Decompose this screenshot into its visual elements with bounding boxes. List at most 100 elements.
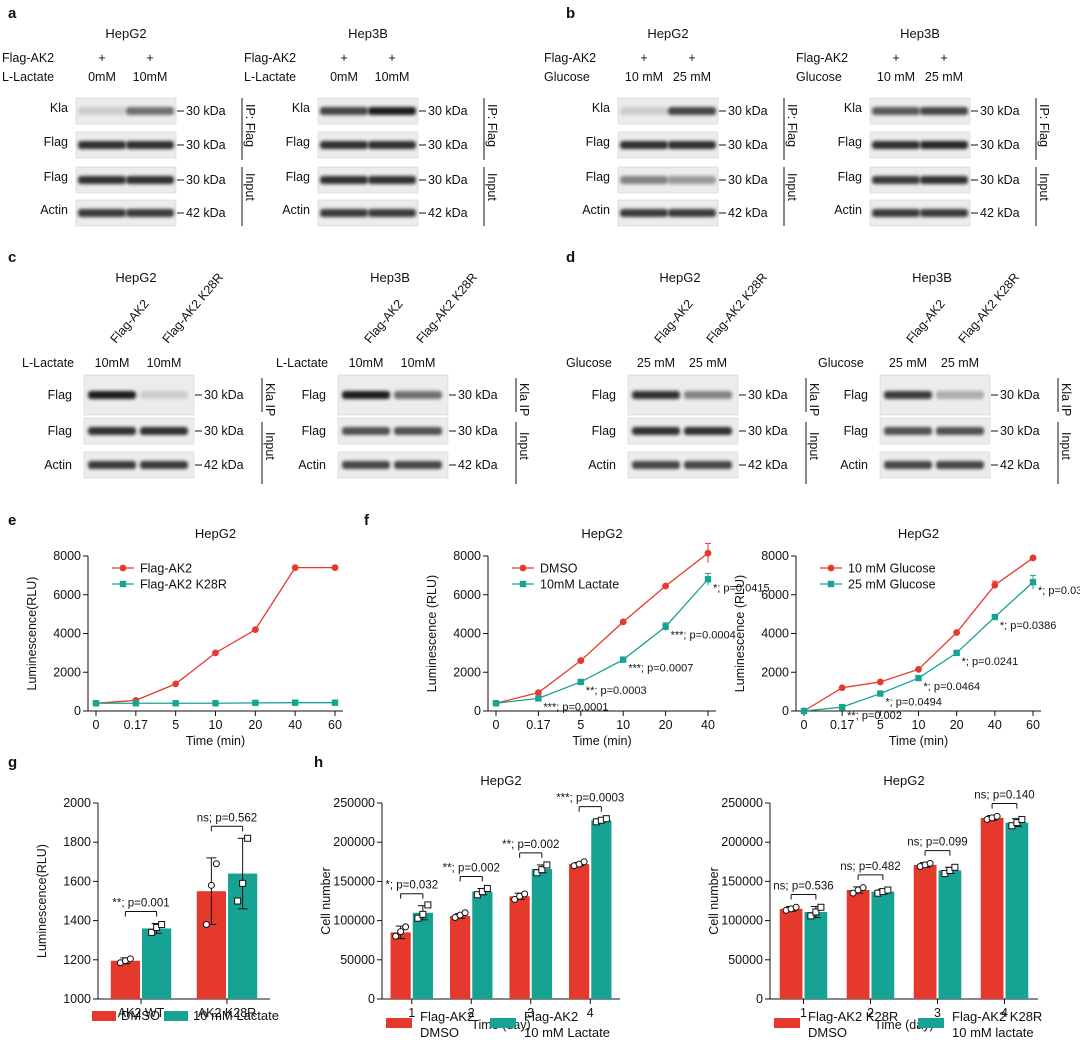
- cell-line-title: HepG2: [115, 270, 156, 285]
- blot-flag: [317, 166, 419, 194]
- series-line: [495, 578, 709, 704]
- y-tick-label: 50000: [728, 953, 763, 967]
- data-point: [991, 613, 999, 621]
- replicate-point: [392, 932, 400, 940]
- x-tick-label: 0: [493, 718, 500, 732]
- blot-row-label: Actin: [840, 458, 868, 472]
- blot-row-label: Flag: [838, 135, 862, 149]
- bar: [412, 912, 433, 999]
- blot-actin: [627, 451, 739, 479]
- legend-label: DMSO: [808, 1025, 847, 1040]
- data-point: [620, 656, 627, 663]
- legend-label: 25 mM Glucose: [848, 578, 936, 592]
- header-value: +: [892, 51, 899, 65]
- y-axis-label: Luminescence (RLU): [733, 575, 747, 692]
- kda-label: 30 kDa: [428, 173, 468, 187]
- blot-panel-d-Hep3B: Hep3B Flag-AK2 Flag-AK2 K28R Glucose 25 mM 25…: [818, 270, 1073, 484]
- lane-label: Flag-AK2: [362, 297, 406, 346]
- y-tick-label: 50000: [340, 953, 375, 967]
- significance-annotation: **; p=0.002: [847, 710, 902, 722]
- x-tick-label: 20: [950, 718, 964, 732]
- header-value: 0mM: [88, 70, 116, 84]
- blot-band: [684, 427, 732, 435]
- cell-line-title: Hep3B: [900, 26, 940, 41]
- legend-label: 10 mM lactate: [952, 1025, 1034, 1040]
- blot-band: [872, 141, 920, 149]
- y-tick-label: 250000: [721, 796, 763, 810]
- kda-label: 30 kDa: [428, 138, 468, 152]
- replicate-point: [602, 815, 610, 823]
- data-point: [577, 657, 585, 665]
- bracket-label: Input: [517, 432, 531, 460]
- bar: [142, 928, 172, 999]
- blot-flag: [879, 374, 991, 416]
- y-axis-label: Luminescence(RLU): [35, 844, 49, 958]
- panel-letter-h: h: [314, 754, 323, 771]
- bar: [569, 864, 590, 999]
- y-tick-label: 8000: [53, 549, 81, 563]
- y-tick-label: 6000: [453, 588, 481, 602]
- blot-band: [920, 141, 968, 149]
- x-tick-label: 3: [934, 1006, 941, 1020]
- y-tick-label: 4000: [53, 627, 81, 641]
- bracket-label: Input: [263, 432, 277, 460]
- y-tick-label: 1000: [63, 992, 91, 1006]
- blot-kla: [317, 97, 419, 125]
- x-tick-label: 0.17: [124, 718, 148, 732]
- y-tick-label: 0: [368, 992, 375, 1006]
- legend-label: Flag-AK2: [140, 562, 192, 576]
- blot-panel-c-Hep3B: Hep3B Flag-AK2 Flag-AK2 K28R L-Lactate 10mM 1…: [276, 270, 531, 484]
- legend-swatch: [774, 1018, 800, 1028]
- blot-band: [872, 176, 920, 184]
- x-tick-label: 3: [527, 1006, 534, 1020]
- kda-label: 30 kDa: [1000, 388, 1040, 402]
- condition-label: Glucose: [566, 356, 612, 370]
- blot-row-label: Kla: [844, 101, 862, 115]
- blot-flag: [317, 131, 419, 159]
- blot-band: [920, 107, 968, 115]
- y-axis-label: Luminescence (RLU): [425, 575, 439, 692]
- blot-band: [342, 427, 390, 435]
- blot-flag: [869, 166, 971, 194]
- blot-actin: [879, 451, 991, 479]
- blot-band: [884, 427, 932, 435]
- replicate-point: [402, 923, 410, 931]
- bracket-label: IP: Flag: [1037, 104, 1051, 147]
- blot-band: [632, 391, 680, 399]
- blot-row-label: Flag: [592, 388, 616, 402]
- data-point: [800, 707, 808, 715]
- chart-f1: 0 2000 4000 6000 8000 HepG2 Luminescence (RLU)…: [425, 526, 770, 748]
- blot-band: [920, 176, 968, 184]
- blot-actin: [337, 451, 449, 479]
- header-label: L-Lactate: [244, 70, 296, 84]
- y-tick-label: 1200: [63, 953, 91, 967]
- significance-annotation: **; p=0.0003: [586, 685, 647, 697]
- data-point: [704, 576, 712, 583]
- blot-flag: [617, 166, 719, 194]
- y-tick-label: 0: [74, 704, 81, 718]
- blot-actin: [83, 451, 195, 479]
- replicate-point: [202, 921, 210, 929]
- data-point: [172, 680, 180, 688]
- lane-label: Flag-AK2 K28R: [704, 270, 771, 346]
- kda-label: 30 kDa: [186, 173, 226, 187]
- data-point: [535, 689, 542, 696]
- chart-title: HepG2: [581, 526, 622, 541]
- blot-row-label: Actin: [582, 203, 610, 217]
- bar: [390, 932, 411, 999]
- replicate-point: [461, 909, 469, 917]
- header-label: Glucose: [544, 70, 590, 84]
- y-tick-label: 8000: [453, 549, 481, 563]
- replicate-point: [158, 921, 166, 929]
- y-tick-label: 200000: [721, 835, 763, 849]
- blot-band: [620, 107, 668, 115]
- x-tick-label: 0: [801, 718, 808, 732]
- x-tick-label: 40: [701, 718, 715, 732]
- kda-label: 42 kDa: [186, 206, 226, 220]
- bracket-label: Kla IP: [1059, 383, 1073, 416]
- blot-band: [394, 391, 442, 399]
- y-tick-label: 100000: [721, 914, 763, 928]
- blot-band: [668, 176, 716, 184]
- significance-label: ns; p=0.536: [773, 880, 833, 892]
